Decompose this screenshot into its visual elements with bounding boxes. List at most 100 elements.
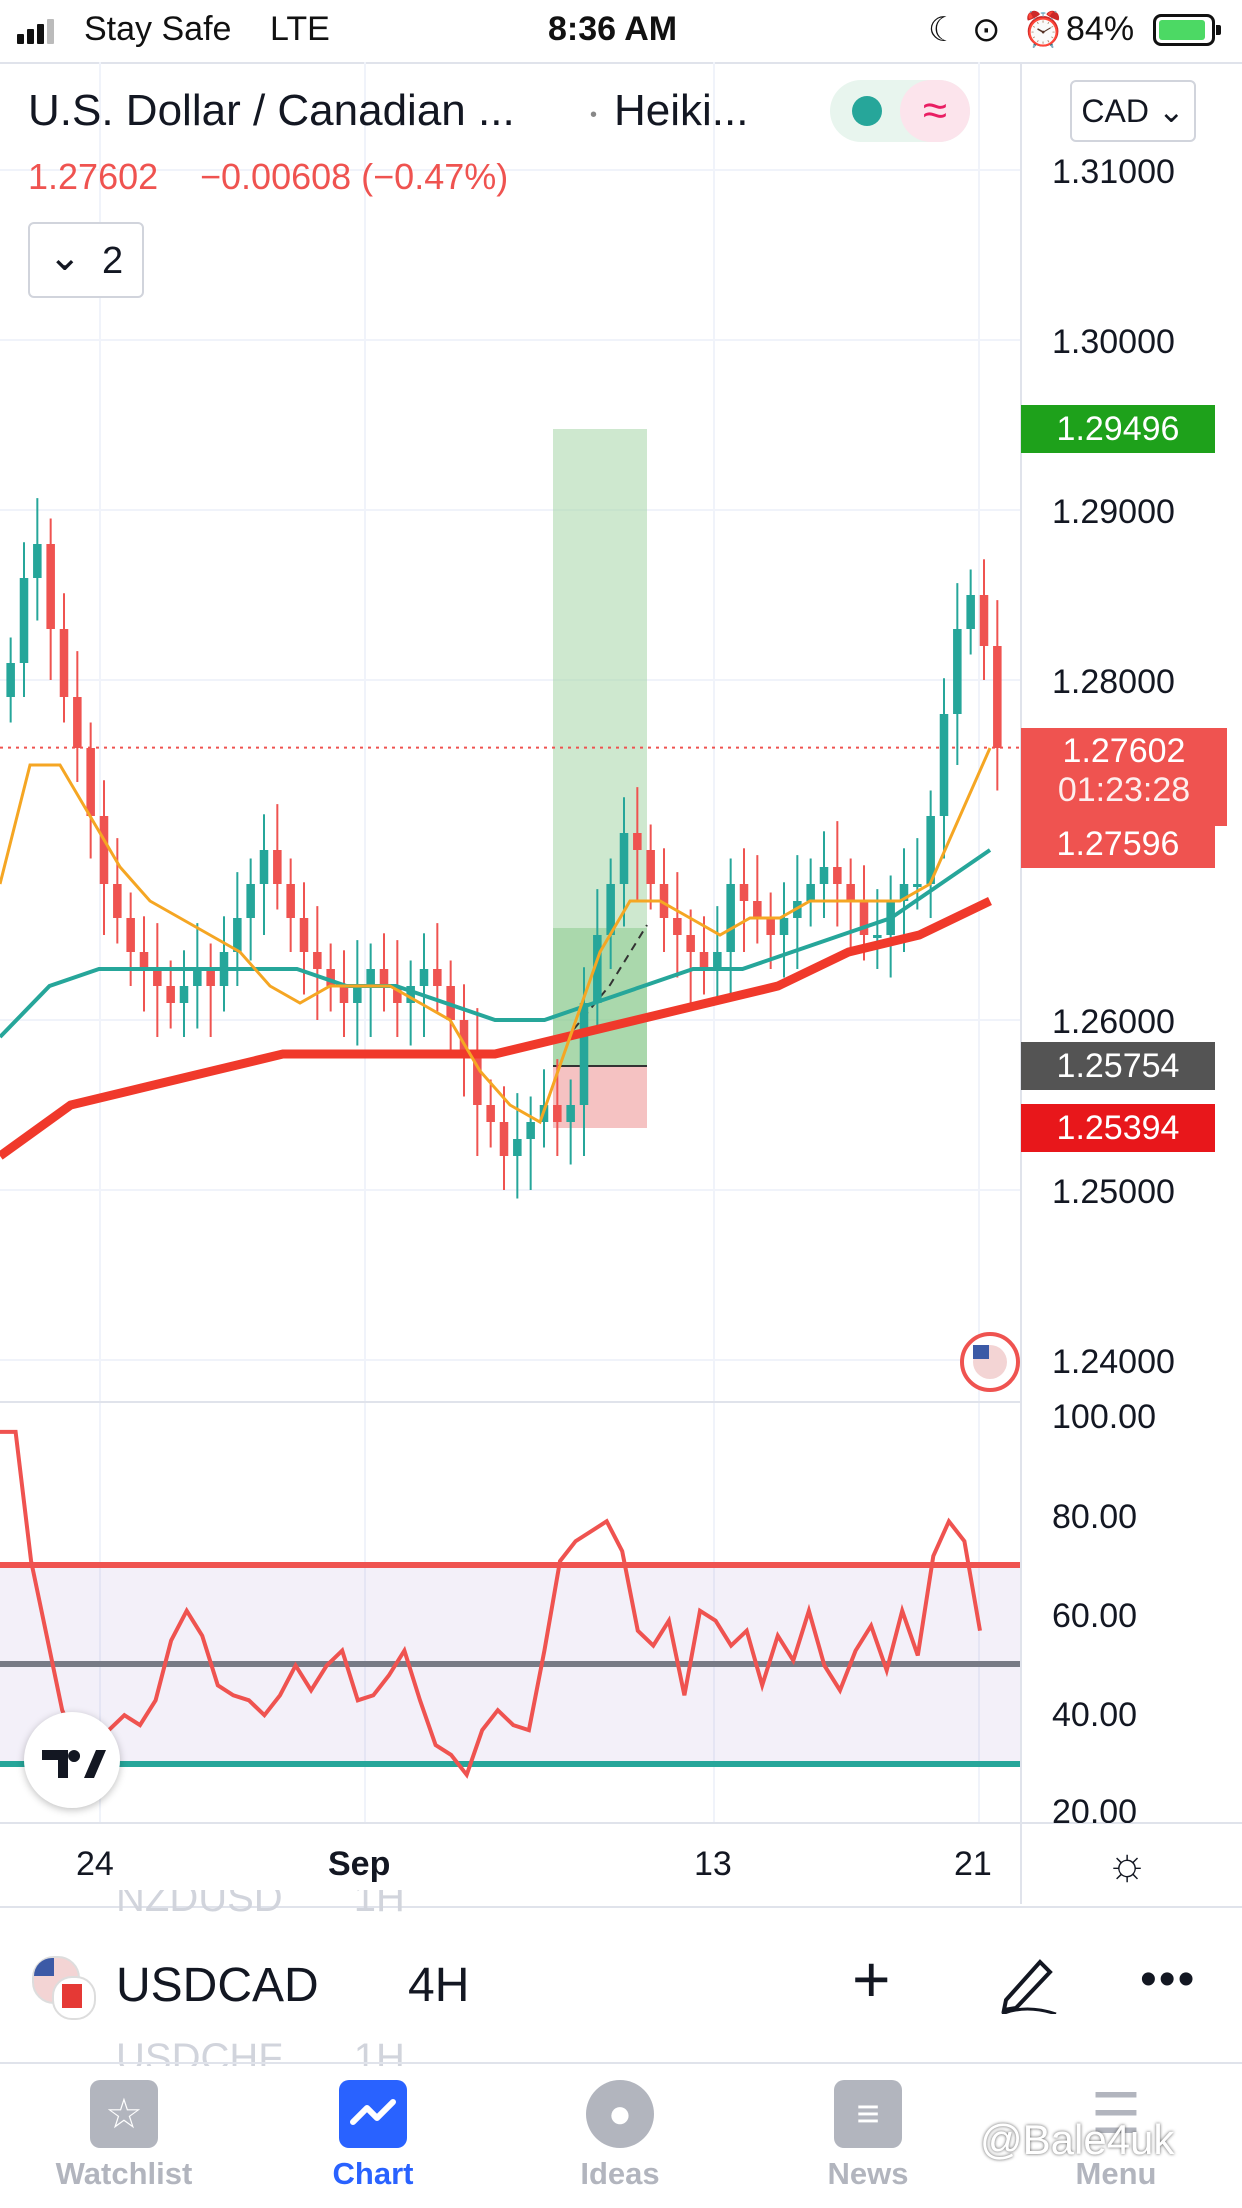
candle-body: [713, 952, 722, 969]
candle-body: [419, 969, 429, 986]
candle-body: [926, 816, 935, 884]
last-price: 1.27602: [28, 156, 159, 197]
candle-body: [513, 1139, 522, 1156]
volatility-icon: ≈: [900, 80, 970, 142]
symbol-name[interactable]: USDCAD: [116, 1959, 319, 2012]
candle-body: [126, 918, 135, 952]
candle-body: [86, 748, 95, 816]
tradingview-logo[interactable]: [24, 1712, 120, 1808]
tab-menu[interactable]: ☰ Menu: [1075, 2082, 1157, 2191]
alarm-icon: ⏰: [1022, 11, 1065, 49]
candle-body: [433, 969, 442, 986]
candle-body: [166, 986, 175, 1003]
market-open-icon: [852, 96, 882, 126]
chart-settings-icon[interactable]: ☼: [1106, 1837, 1149, 1889]
tab-ideas[interactable]: ● Ideas: [530, 2080, 710, 2192]
clock: 8:36 AM: [548, 10, 678, 48]
position-path: [564, 924, 648, 1041]
candle-body: [806, 884, 815, 901]
price-chart[interactable]: [0, 62, 1242, 1822]
entry-price-tag: 1.25754: [1021, 1042, 1215, 1090]
candle-body: [313, 952, 322, 969]
more-icon[interactable]: •••: [1140, 1953, 1197, 2006]
price-axis-label: 1.24000: [1052, 1343, 1175, 1381]
candle-body: [966, 595, 975, 629]
add-icon[interactable]: +: [852, 1942, 891, 2016]
last-price-value: 1.27602: [1062, 732, 1186, 770]
candle-body: [46, 544, 55, 629]
candle-body: [833, 867, 842, 884]
candle-body: [406, 986, 415, 1003]
candle-body: [73, 697, 82, 748]
rsi-pane: [0, 1429, 1020, 1779]
candle-body: [139, 952, 149, 969]
candle-body: [953, 629, 962, 714]
tv-logo-icon: [42, 1750, 106, 1778]
stop-price-tag: 1.25394: [1021, 1104, 1215, 1152]
interval-selector[interactable]: 4H: [408, 1959, 470, 2012]
candle-body: [153, 969, 162, 986]
time-axis-label: 13: [694, 1845, 732, 1883]
market-status-pill[interactable]: ≈: [830, 80, 970, 142]
candle-body: [766, 918, 775, 935]
tab-news[interactable]: ≡ News: [778, 2080, 958, 2192]
rsi-line: [0, 1429, 982, 1779]
chevron-down-icon: ⌄: [48, 235, 82, 279]
chart-style[interactable]: Heiki...: [614, 86, 749, 135]
drawing-tools-icon[interactable]: [996, 1948, 1060, 2019]
candle-body: [739, 884, 749, 901]
status-bar: Stay Safe LTE 8:36 AM ☾ ⊙ ⏰ 84%: [0, 0, 1242, 62]
candle-body: [179, 986, 189, 1003]
candle-body: [633, 833, 642, 850]
candle-body: [379, 969, 389, 986]
candle-body: [659, 884, 669, 918]
price-axis-label: 1.29000: [1052, 493, 1175, 531]
prev-symbol[interactable]: NZDUSD 1H: [116, 1890, 405, 1920]
candle-body: [459, 1020, 469, 1054]
candle-body: [473, 1054, 482, 1105]
candle-body: [273, 850, 282, 884]
candle-body: [33, 544, 42, 578]
candle-body: [259, 850, 269, 884]
target-price-tag: 1.29496: [1021, 405, 1215, 453]
rsi-axis-label: 20.00: [1052, 1793, 1138, 1823]
candle-body: [233, 918, 242, 952]
time-axis-label: 24: [76, 1845, 114, 1883]
candle-body: [579, 1003, 589, 1105]
candle-body: [993, 646, 1002, 748]
orientation-lock-icon: ⊙: [972, 11, 1001, 49]
tab-watchlist[interactable]: ☆ Watchlist: [34, 2080, 214, 2192]
candle-body: [6, 663, 15, 697]
candle-body: [673, 918, 682, 935]
candle-body: [566, 1105, 575, 1122]
usd-flag-icon: [960, 1332, 1020, 1392]
last-price-tag: 1.27602 01:23:28: [1021, 728, 1227, 826]
chevron-down-icon: ⌄: [1148, 93, 1185, 129]
candle-body: [686, 935, 695, 952]
candle-body: [206, 969, 215, 986]
candle-body: [113, 884, 122, 918]
price-axis-label: 1.26000: [1052, 1003, 1175, 1041]
candle-body: [873, 935, 882, 938]
currency-label: CAD: [1081, 93, 1149, 129]
candles: [6, 498, 1002, 1199]
symbol-title[interactable]: U.S. Dollar / Canadian ...: [28, 86, 515, 135]
price-change: −0.00608 (−0.47%): [200, 156, 509, 197]
battery-icon: [1153, 14, 1221, 46]
candle-body: [393, 986, 402, 1003]
ma-slow-line: [0, 848, 992, 1039]
candle-body: [726, 884, 735, 952]
indicators-toggle[interactable]: ⌄ 2: [28, 222, 144, 298]
title-separator: •: [590, 104, 598, 126]
price-axis-label: 1.28000: [1052, 663, 1175, 701]
next-symbol[interactable]: USDCHF 1H: [116, 2036, 405, 2066]
currency-selector[interactable]: CAD ⌄: [1070, 80, 1196, 142]
rsi-axis-label: 80.00: [1052, 1498, 1138, 1536]
indicator-count: 2: [102, 240, 124, 282]
candle-body: [619, 833, 629, 884]
menu-icon: ☰: [1090, 2082, 1142, 2145]
candle-body: [553, 1105, 562, 1122]
tab-chart[interactable]: Chart: [283, 2080, 463, 2192]
time-axis-label: Sep: [328, 1845, 391, 1883]
candle-body: [486, 1105, 495, 1122]
